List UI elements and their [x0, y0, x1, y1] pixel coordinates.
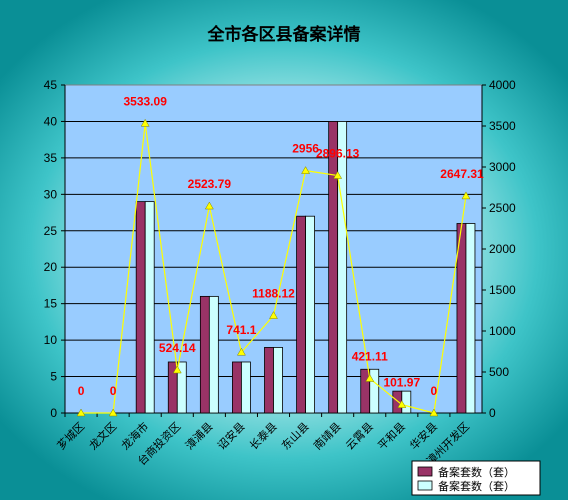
legend-swatch	[417, 480, 433, 491]
data-label: 421.11	[352, 349, 388, 363]
left-axis-tick-label: 40	[44, 114, 58, 128]
left-axis-tick-label: 25	[44, 224, 58, 238]
right-axis-tick-label: 1500	[489, 283, 516, 297]
left-axis-tick-label: 10	[44, 333, 58, 347]
line-marker	[172, 365, 182, 374]
x-axis-category-label: 云霄县	[343, 420, 376, 453]
bar-series-1	[264, 346, 274, 414]
x-axis-category-label: 东山县	[279, 420, 312, 453]
data-label: 0	[431, 384, 438, 398]
left-axis-tick-label: 30	[44, 187, 58, 201]
line-marker	[301, 166, 311, 174]
x-axis-category-label: 芗城区	[55, 420, 88, 453]
line-marker	[365, 373, 375, 382]
bar-series-1	[392, 390, 403, 414]
bar-series-1	[328, 121, 339, 414]
line-marker	[140, 118, 150, 127]
bar-series-2	[241, 361, 251, 414]
right-axis-tick-label: 3000	[489, 160, 516, 174]
data-label: 0	[110, 384, 117, 398]
bar-series-1	[232, 361, 242, 414]
left-axis-tick-label: 15	[44, 297, 58, 311]
right-axis-tick-label: 4000	[489, 78, 516, 92]
bar-series-2	[305, 215, 315, 414]
line-marker	[204, 201, 214, 210]
x-axis-category-label: 长泰县	[246, 419, 279, 452]
line-marker	[461, 191, 471, 200]
data-label: 1188.12	[252, 287, 295, 301]
bar-series-2	[337, 121, 348, 414]
data-label: 0	[78, 384, 85, 398]
bar-series-2	[273, 346, 283, 414]
legend-box	[411, 460, 541, 496]
right-axis-tick-label: 500	[489, 365, 509, 379]
left-axis-tick-label: 0	[50, 406, 57, 420]
bar-series-2	[176, 361, 187, 414]
bar-series-2	[401, 390, 412, 414]
bar-series-1	[456, 223, 467, 414]
data-label: 524.14	[159, 341, 196, 355]
data-label: 2647.31	[440, 167, 484, 181]
legend-label: 备案套数（套）	[438, 465, 515, 479]
x-axis-category-label: 诏安县	[214, 419, 247, 452]
legend-label: 备案套数（套）	[438, 479, 515, 493]
right-axis-tick-label: 3500	[489, 119, 516, 133]
data-label: 3533.09	[123, 94, 167, 108]
x-axis-category-label: 南靖县	[311, 420, 344, 453]
line-marker	[236, 347, 246, 356]
bar-series-1	[199, 295, 210, 414]
line-marker	[429, 408, 439, 417]
line-marker	[76, 408, 86, 417]
bar-series-1	[360, 368, 371, 414]
line-marker	[397, 400, 407, 408]
left-axis-tick-label: 35	[44, 151, 58, 165]
data-label: 2523.79	[188, 177, 232, 191]
legend-swatch	[417, 466, 433, 477]
bar-series-2	[465, 223, 476, 414]
data-label: 2896.13	[316, 147, 360, 161]
bar-series-2	[369, 368, 380, 414]
data-label: 741.1	[226, 323, 256, 337]
left-axis-tick-label: 45	[44, 78, 58, 92]
chart-title: 全市各区县备案详情	[207, 25, 361, 45]
left-axis-tick-label: 20	[44, 260, 58, 274]
x-axis-category-label: 平和县	[375, 420, 408, 453]
bar-series-1	[135, 201, 146, 414]
bar-series-2	[144, 201, 155, 414]
bar-series-2	[208, 295, 219, 414]
left-axis-tick-label: 5	[50, 370, 57, 384]
bar-series-1	[296, 215, 306, 414]
right-axis-tick-label: 0	[489, 406, 496, 420]
right-axis-tick-label: 1000	[489, 324, 516, 338]
data-label: 2956	[292, 142, 319, 156]
line-marker	[269, 311, 278, 319]
line-marker	[333, 171, 343, 179]
x-axis-category-label: 漳浦县	[182, 419, 215, 452]
right-axis-tick-label: 2000	[489, 242, 516, 256]
right-axis-tick-label: 2500	[489, 201, 516, 215]
line-marker	[108, 408, 118, 417]
data-label: 101.97	[383, 376, 420, 390]
x-axis-category-label: 龙文区	[86, 419, 119, 452]
